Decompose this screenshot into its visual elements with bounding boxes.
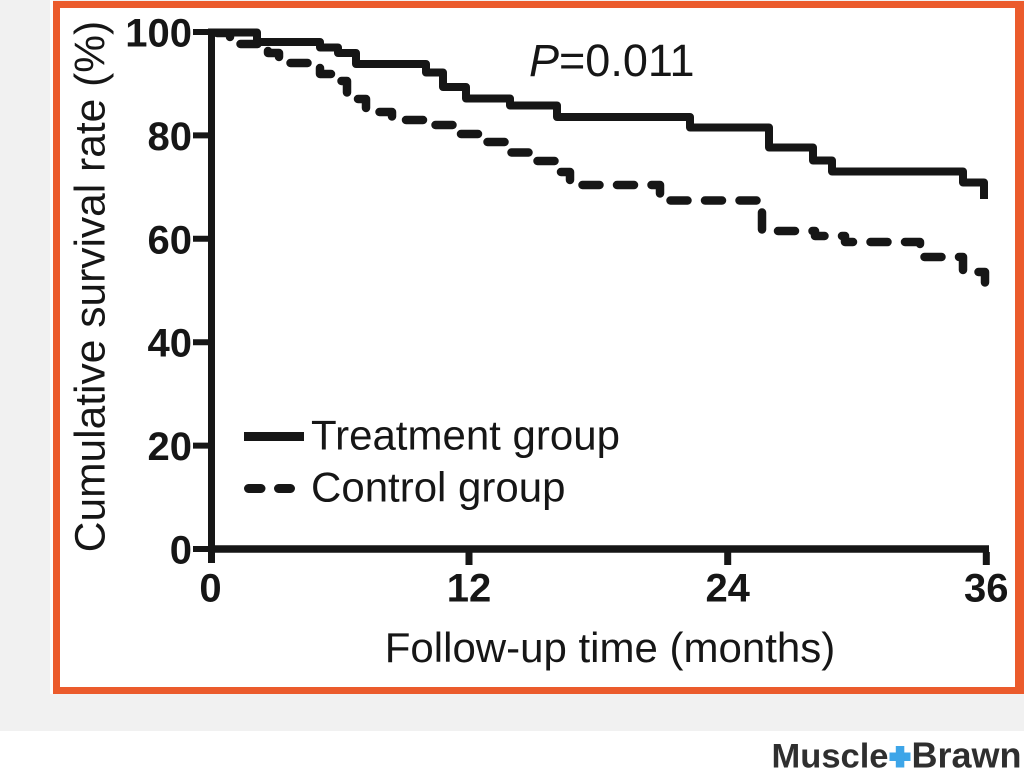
svg-text:Cumulative survival rate (%): Cumulative survival rate (%) xyxy=(68,21,115,552)
svg-text:Follow-up time (months): Follow-up time (months) xyxy=(385,624,835,671)
svg-text:Control group: Control group xyxy=(311,464,565,511)
svg-text:0: 0 xyxy=(170,529,192,573)
svg-text:Treatment group: Treatment group xyxy=(311,412,620,459)
svg-text:P=0.011: P=0.011 xyxy=(529,35,695,86)
svg-text:24: 24 xyxy=(705,567,750,611)
svg-text:100: 100 xyxy=(125,12,192,56)
svg-text:Muscle: Muscle xyxy=(772,738,889,776)
svg-text:80: 80 xyxy=(148,115,193,159)
svg-text:12: 12 xyxy=(447,567,492,611)
svg-text:20: 20 xyxy=(148,425,193,469)
svg-text:0: 0 xyxy=(199,567,221,611)
svg-text:Brawn: Brawn xyxy=(912,735,1022,776)
svg-text:40: 40 xyxy=(148,322,193,366)
svg-text:60: 60 xyxy=(148,218,193,262)
svg-text:36: 36 xyxy=(964,567,1009,611)
